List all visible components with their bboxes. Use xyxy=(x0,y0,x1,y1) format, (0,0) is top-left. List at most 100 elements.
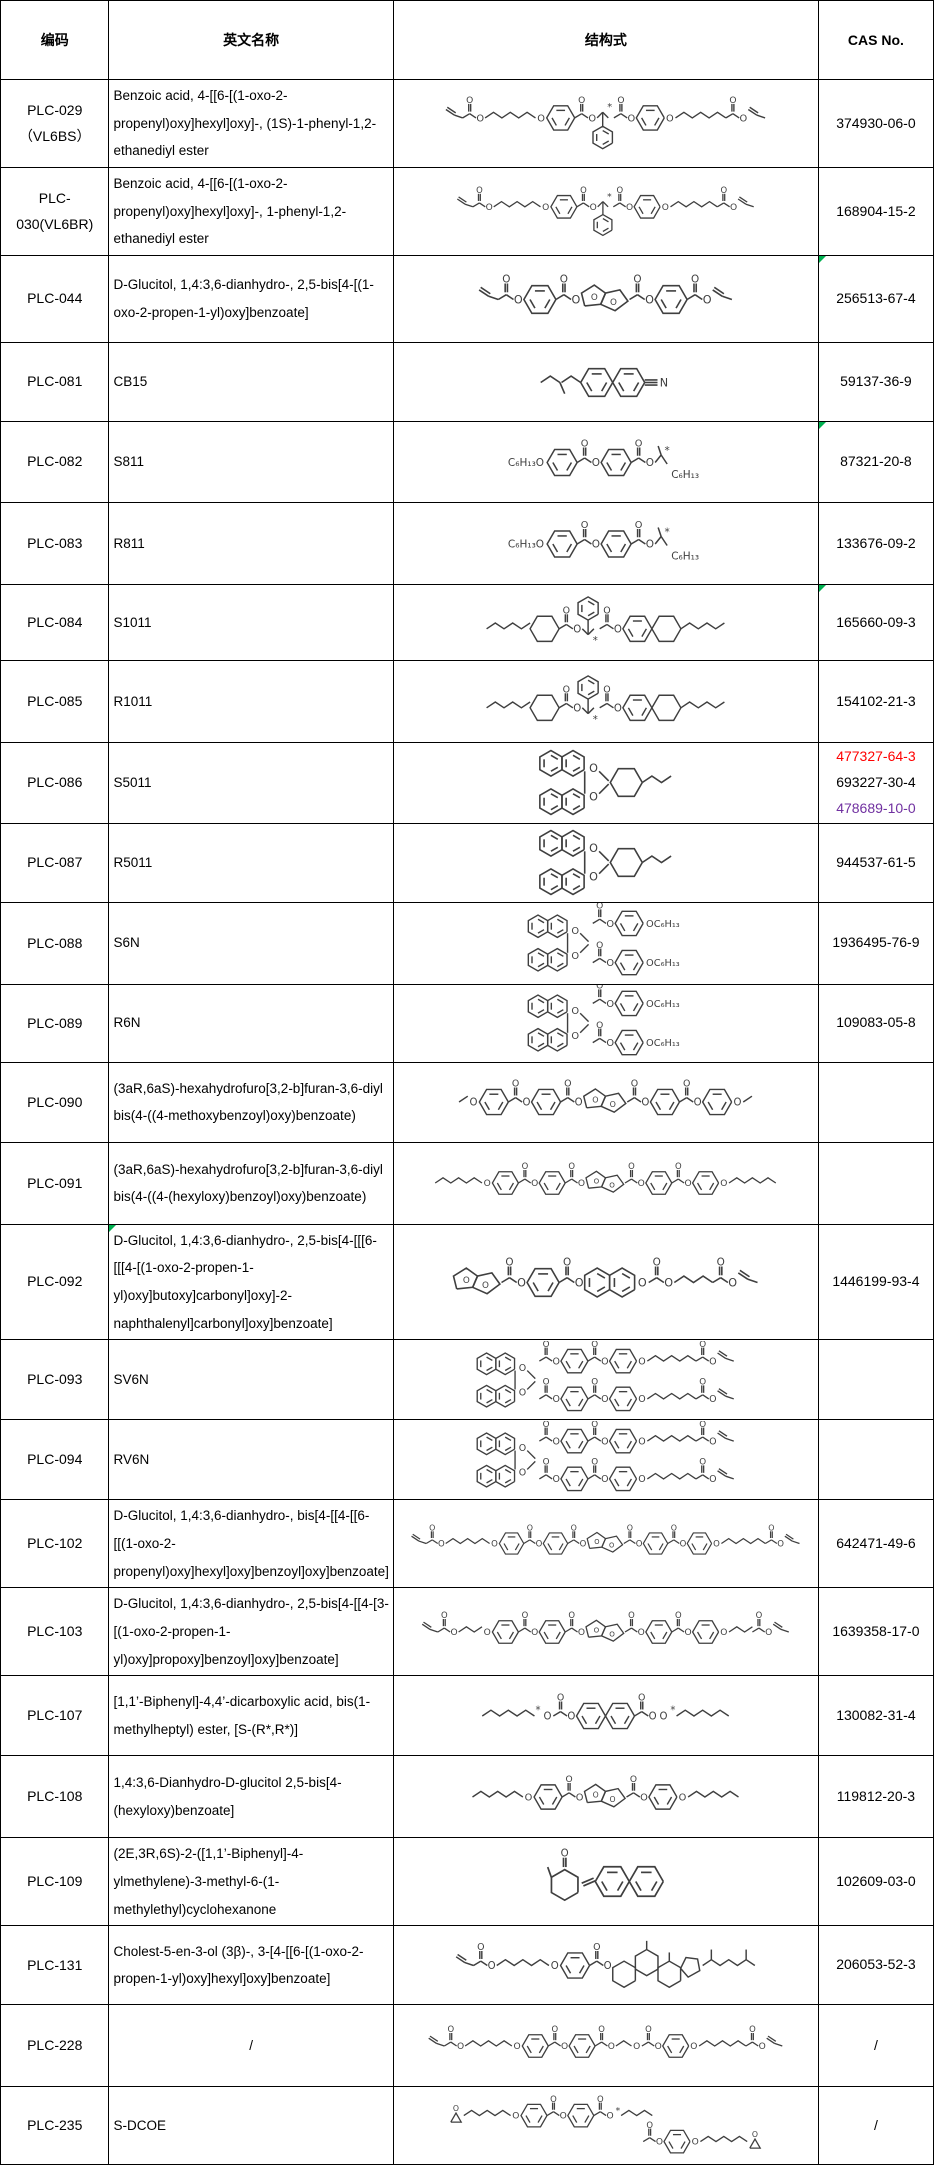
compound-code: PLC-083 xyxy=(27,534,83,551)
svg-text:O: O xyxy=(616,185,623,195)
svg-text:*: * xyxy=(593,635,598,646)
structure-drawing: OO OOO*OO OOO xyxy=(456,185,754,236)
cas-number: 165660-09-3 xyxy=(836,613,916,630)
svg-text:O: O xyxy=(640,1792,648,1803)
svg-text:O: O xyxy=(636,1540,643,1550)
svg-text:O: O xyxy=(589,762,598,775)
svg-text:O: O xyxy=(561,2042,568,2052)
cas-number: 944537-61-5 xyxy=(836,853,916,870)
table-body: PLC-029 （VL6BS） Benzoic acid, 4-[[6-[(1-ox… xyxy=(0,78,934,2165)
svg-text:O: O xyxy=(579,1540,586,1550)
compound-name: S5011 xyxy=(113,775,152,791)
structure-cell: O O O O O * O O O O O xyxy=(392,167,819,257)
svg-text:O: O xyxy=(614,703,622,714)
compound-name: RV6N xyxy=(113,1452,150,1468)
compound-name: / xyxy=(249,2038,254,2054)
compound-code: PLC-082 xyxy=(27,453,83,470)
svg-text:O: O xyxy=(571,926,579,937)
svg-text:O: O xyxy=(591,1341,598,1350)
table-row: PLC-084 S1011 O O * O O 165660-09-3 xyxy=(0,584,934,662)
cas-number: 206053-52-3 xyxy=(836,1956,916,1973)
structure-cell: O O * O O xyxy=(392,584,819,662)
svg-text:O: O xyxy=(671,1524,677,1533)
cas-number: 154102-21-3 xyxy=(836,692,916,709)
svg-text:O: O xyxy=(450,1628,457,1638)
compound-name: 1,4:3,6-Dianhydro-D-glucitol 2,5-bis[4-(… xyxy=(113,1775,342,1818)
compound-name-cell: S1011 xyxy=(108,584,394,662)
svg-text:O: O xyxy=(591,1457,598,1467)
cas-cell: 87321-20-8 xyxy=(817,421,934,504)
structure-cell: N xyxy=(392,342,819,423)
table-row: PLC-109 (2E,3R,6S)-2-([1,1’-Biphenyl]-4-y… xyxy=(0,1837,934,1927)
compound-name: R811 xyxy=(113,535,145,551)
svg-text:O: O xyxy=(567,1711,575,1722)
compound-name-cell: (3aR,6aS)-hexahydrofuro[3,2-b]furan-3,6-… xyxy=(108,1061,394,1143)
svg-text:O: O xyxy=(580,185,587,195)
table-row: PLC-107 [1,1’-Biphenyl]-4,4’-dicarboxylic… xyxy=(0,1675,934,1757)
cas-number: 133676-09-2 xyxy=(836,534,916,551)
svg-text:O: O xyxy=(591,1377,598,1387)
compound-code: PLC-081 xyxy=(27,373,83,390)
compound-code: PLC-086 xyxy=(27,774,83,791)
svg-text:O: O xyxy=(739,113,747,124)
svg-text:O: O xyxy=(521,1610,528,1620)
cas-cell: 477327-64-3 693227-30-4 478689-10-0 xyxy=(817,742,934,824)
compound-name-cell: D-Glucitol, 1,4:3,6-dianhydro-, 2,5-bis[… xyxy=(108,255,394,344)
svg-text:O: O xyxy=(720,1628,727,1638)
svg-text:O: O xyxy=(531,1179,538,1189)
compound-code: PLC-087 xyxy=(27,854,83,871)
header-row: 编码 英文名称 结构式 CAS No. xyxy=(0,0,934,80)
compound-code: PLC-088 xyxy=(27,934,83,951)
svg-text:O: O xyxy=(453,2104,459,2113)
structure-drawing: OOO O OOO O xyxy=(471,1775,739,1810)
svg-text:O: O xyxy=(571,293,580,306)
table-row: PLC-082 S811 C₆H₁₃O O O O O * C₆H₁₃ 87321-20-8 xyxy=(0,421,934,504)
cas-number: / xyxy=(873,2036,878,2053)
svg-text:O: O xyxy=(609,1629,615,1638)
svg-text:O: O xyxy=(564,1079,571,1090)
svg-text:O: O xyxy=(646,2120,653,2130)
svg-text:O: O xyxy=(601,1436,608,1447)
header-name: 英文名称 xyxy=(108,0,394,80)
svg-text:O: O xyxy=(749,2024,756,2034)
cas-number: 1936495-76-9 xyxy=(832,934,920,951)
structure-cell: O O O O OC₆H₁₃ O O OC₆H₁₃ xyxy=(392,983,819,1063)
compound-name-cell: S5011 xyxy=(108,742,394,824)
compound-code: PLC-107 xyxy=(27,1707,83,1724)
svg-text:O: O xyxy=(485,202,492,212)
svg-text:O: O xyxy=(730,202,737,212)
table-row: PLC-102 D-Glucitol, 1,4:3,6-dianhydro-, b… xyxy=(0,1499,934,1589)
svg-text:O: O xyxy=(627,113,635,124)
compound-name-cell: SV6N xyxy=(108,1339,394,1421)
compound-name: (3aR,6aS)-hexahydrofuro[3,2-b]furan-3,6-… xyxy=(113,1161,383,1205)
structure-cell: O O O O O * O O O O O xyxy=(392,78,819,169)
svg-text:O: O xyxy=(709,1394,716,1405)
compound-name-cell: R811 xyxy=(108,502,394,586)
compound-code: PLC-108 xyxy=(27,1788,83,1805)
svg-text:O: O xyxy=(699,1421,706,1430)
compound-code: PLC-235 xyxy=(27,2117,83,2134)
svg-text:O: O xyxy=(664,1276,673,1289)
table-row: PLC-086 S5011 O O 477327-64-3 693227-30-4 4786… xyxy=(0,742,934,824)
svg-text:O: O xyxy=(609,1100,615,1109)
svg-text:O: O xyxy=(563,605,570,616)
cas-number: 59137-36-9 xyxy=(840,373,912,390)
cas-cell: 154102-21-3 xyxy=(817,660,934,744)
cas-number: 256513-67-4 xyxy=(836,290,916,307)
svg-text:O: O xyxy=(560,2112,567,2122)
svg-text:O: O xyxy=(576,1792,584,1803)
svg-text:O: O xyxy=(633,273,641,285)
svg-text:O: O xyxy=(522,1098,530,1109)
svg-text:O: O xyxy=(601,1474,608,1485)
table-row: PLC-081 CB15 N 59137-36-9 xyxy=(0,342,934,423)
svg-text:O: O xyxy=(593,1625,599,1634)
